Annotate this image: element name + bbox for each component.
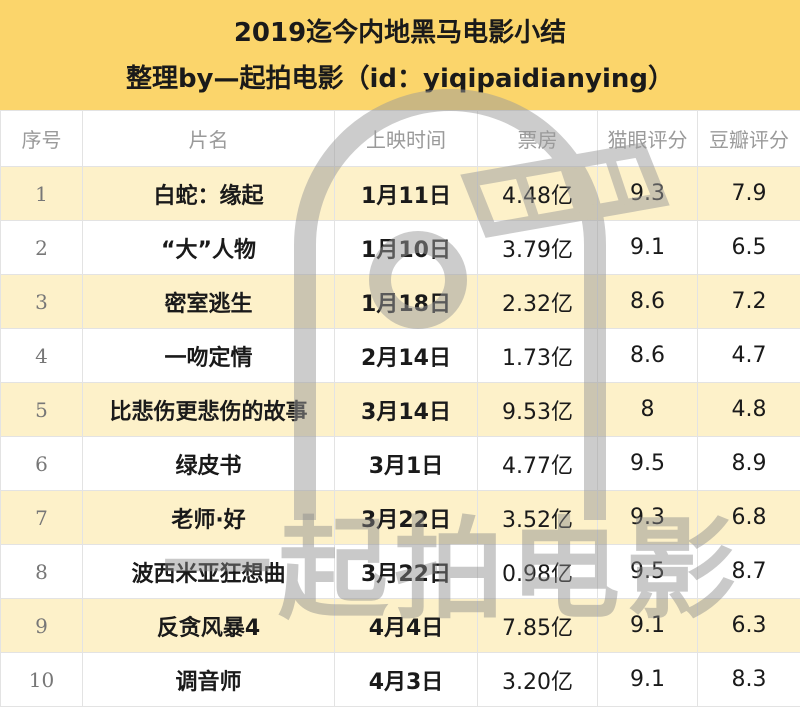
title-banner: 2019迄今内地黑马电影小结 整理by—起拍电影（id：yiqipaidiany… [0,0,800,110]
movie-title: 波西米亚狂想曲 [82,544,335,599]
maoyan-score: 8.6 [597,274,698,329]
header-title: 片名 [82,110,335,167]
box-office: 3.79亿 [477,220,598,275]
douban-score: 7.2 [697,274,800,329]
douban-score: 4.7 [697,328,800,383]
row-index: 10 [0,652,83,707]
row-index: 7 [0,490,83,545]
release-date: 4月4日 [334,598,478,653]
release-date: 3月14日 [334,382,478,437]
maoyan-score: 9.5 [597,436,698,491]
box-office: 9.53亿 [477,382,598,437]
header-release-date: 上映时间 [334,110,478,167]
table-row: 7 老师·好 3月22日 3.52亿 9.3 6.8 [0,490,800,545]
maoyan-score: 8.6 [597,328,698,383]
movie-title: 密室逃生 [82,274,335,329]
table-row: 1 白蛇：缘起 1月11日 4.48亿 9.3 7.9 [0,166,800,221]
table-row: 3 密室逃生 1月18日 2.32亿 8.6 7.2 [0,274,800,329]
release-date: 4月3日 [334,652,478,707]
douban-score: 8.7 [697,544,800,599]
table-row: 2 “大”人物 1月10日 3.79亿 9.1 6.5 [0,220,800,275]
header-douban-score: 豆瓣评分 [697,110,800,167]
maoyan-score: 9.1 [597,652,698,707]
table-subtitle: 整理by—起拍电影（id：yiqipaidianying） [125,64,675,94]
box-office: 2.32亿 [477,274,598,329]
row-index: 5 [0,382,83,437]
row-index: 4 [0,328,83,383]
row-index: 8 [0,544,83,599]
movie-title: 比悲伤更悲伤的故事 [82,382,335,437]
release-date: 2月14日 [334,328,478,383]
box-office: 3.20亿 [477,652,598,707]
maoyan-score: 9.1 [597,220,698,275]
table-row: 10 调音师 4月3日 3.20亿 9.1 8.3 [0,652,800,707]
table-row: 4 一吻定情 2月14日 1.73亿 8.6 4.7 [0,328,800,383]
maoyan-score: 8 [597,382,698,437]
box-office: 1.73亿 [477,328,598,383]
release-date: 1月11日 [334,166,478,221]
maoyan-score: 9.5 [597,544,698,599]
maoyan-score: 9.1 [597,598,698,653]
movie-title: “大”人物 [82,220,335,275]
box-office: 4.77亿 [477,436,598,491]
header-index: 序号 [0,110,83,167]
douban-score: 6.3 [697,598,800,653]
table-row: 6 绿皮书 3月1日 4.77亿 9.5 8.9 [0,436,800,491]
douban-score: 4.8 [697,382,800,437]
movie-title: 调音师 [82,652,335,707]
row-index: 9 [0,598,83,653]
douban-score: 8.9 [697,436,800,491]
row-index: 3 [0,274,83,329]
movie-title: 反贪风暴4 [82,598,335,653]
table-row: 9 反贪风暴4 4月4日 7.85亿 9.1 6.3 [0,598,800,653]
box-office: 4.48亿 [477,166,598,221]
table-row: 8 波西米亚狂想曲 3月22日 0.98亿 9.5 8.7 [0,544,800,599]
row-index: 2 [0,220,83,275]
release-date: 1月18日 [334,274,478,329]
maoyan-score: 9.3 [597,490,698,545]
release-date: 3月22日 [334,490,478,545]
movie-title: 老师·好 [82,490,335,545]
box-office: 3.52亿 [477,490,598,545]
douban-score: 6.8 [697,490,800,545]
douban-score: 8.3 [697,652,800,707]
movie-title: 绿皮书 [82,436,335,491]
movie-title: 白蛇：缘起 [82,166,335,221]
header-row: 序号 片名 上映时间 票房 猫眼评分 豆瓣评分 [0,110,800,167]
maoyan-score: 9.3 [597,166,698,221]
header-box-office: 票房 [477,110,598,167]
release-date: 1月10日 [334,220,478,275]
movie-table: 序号 片名 上映时间 票房 猫眼评分 豆瓣评分 1 白蛇：缘起 1月11日 4.… [0,110,800,707]
row-index: 6 [0,436,83,491]
movie-title: 一吻定情 [82,328,335,383]
release-date: 3月22日 [334,544,478,599]
douban-score: 6.5 [697,220,800,275]
table-row: 5 比悲伤更悲伤的故事 3月14日 9.53亿 8 4.8 [0,382,800,437]
box-office: 7.85亿 [477,598,598,653]
header-maoyan-score: 猫眼评分 [597,110,698,167]
release-date: 3月1日 [334,436,478,491]
douban-score: 7.9 [697,166,800,221]
table-title: 2019迄今内地黑马电影小结 [233,18,567,48]
box-office: 0.98亿 [477,544,598,599]
row-index: 1 [0,166,83,221]
